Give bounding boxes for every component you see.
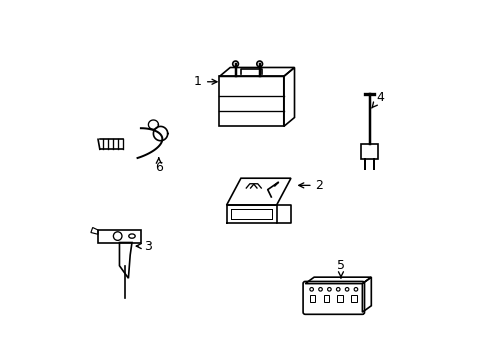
Text: 3: 3 <box>136 240 152 253</box>
Circle shape <box>256 61 262 67</box>
Text: 1: 1 <box>194 75 217 88</box>
Text: 5: 5 <box>336 259 344 278</box>
Text: 6: 6 <box>155 158 163 174</box>
Text: 4: 4 <box>371 91 384 108</box>
Text: 2: 2 <box>298 179 323 192</box>
Circle shape <box>232 61 238 67</box>
